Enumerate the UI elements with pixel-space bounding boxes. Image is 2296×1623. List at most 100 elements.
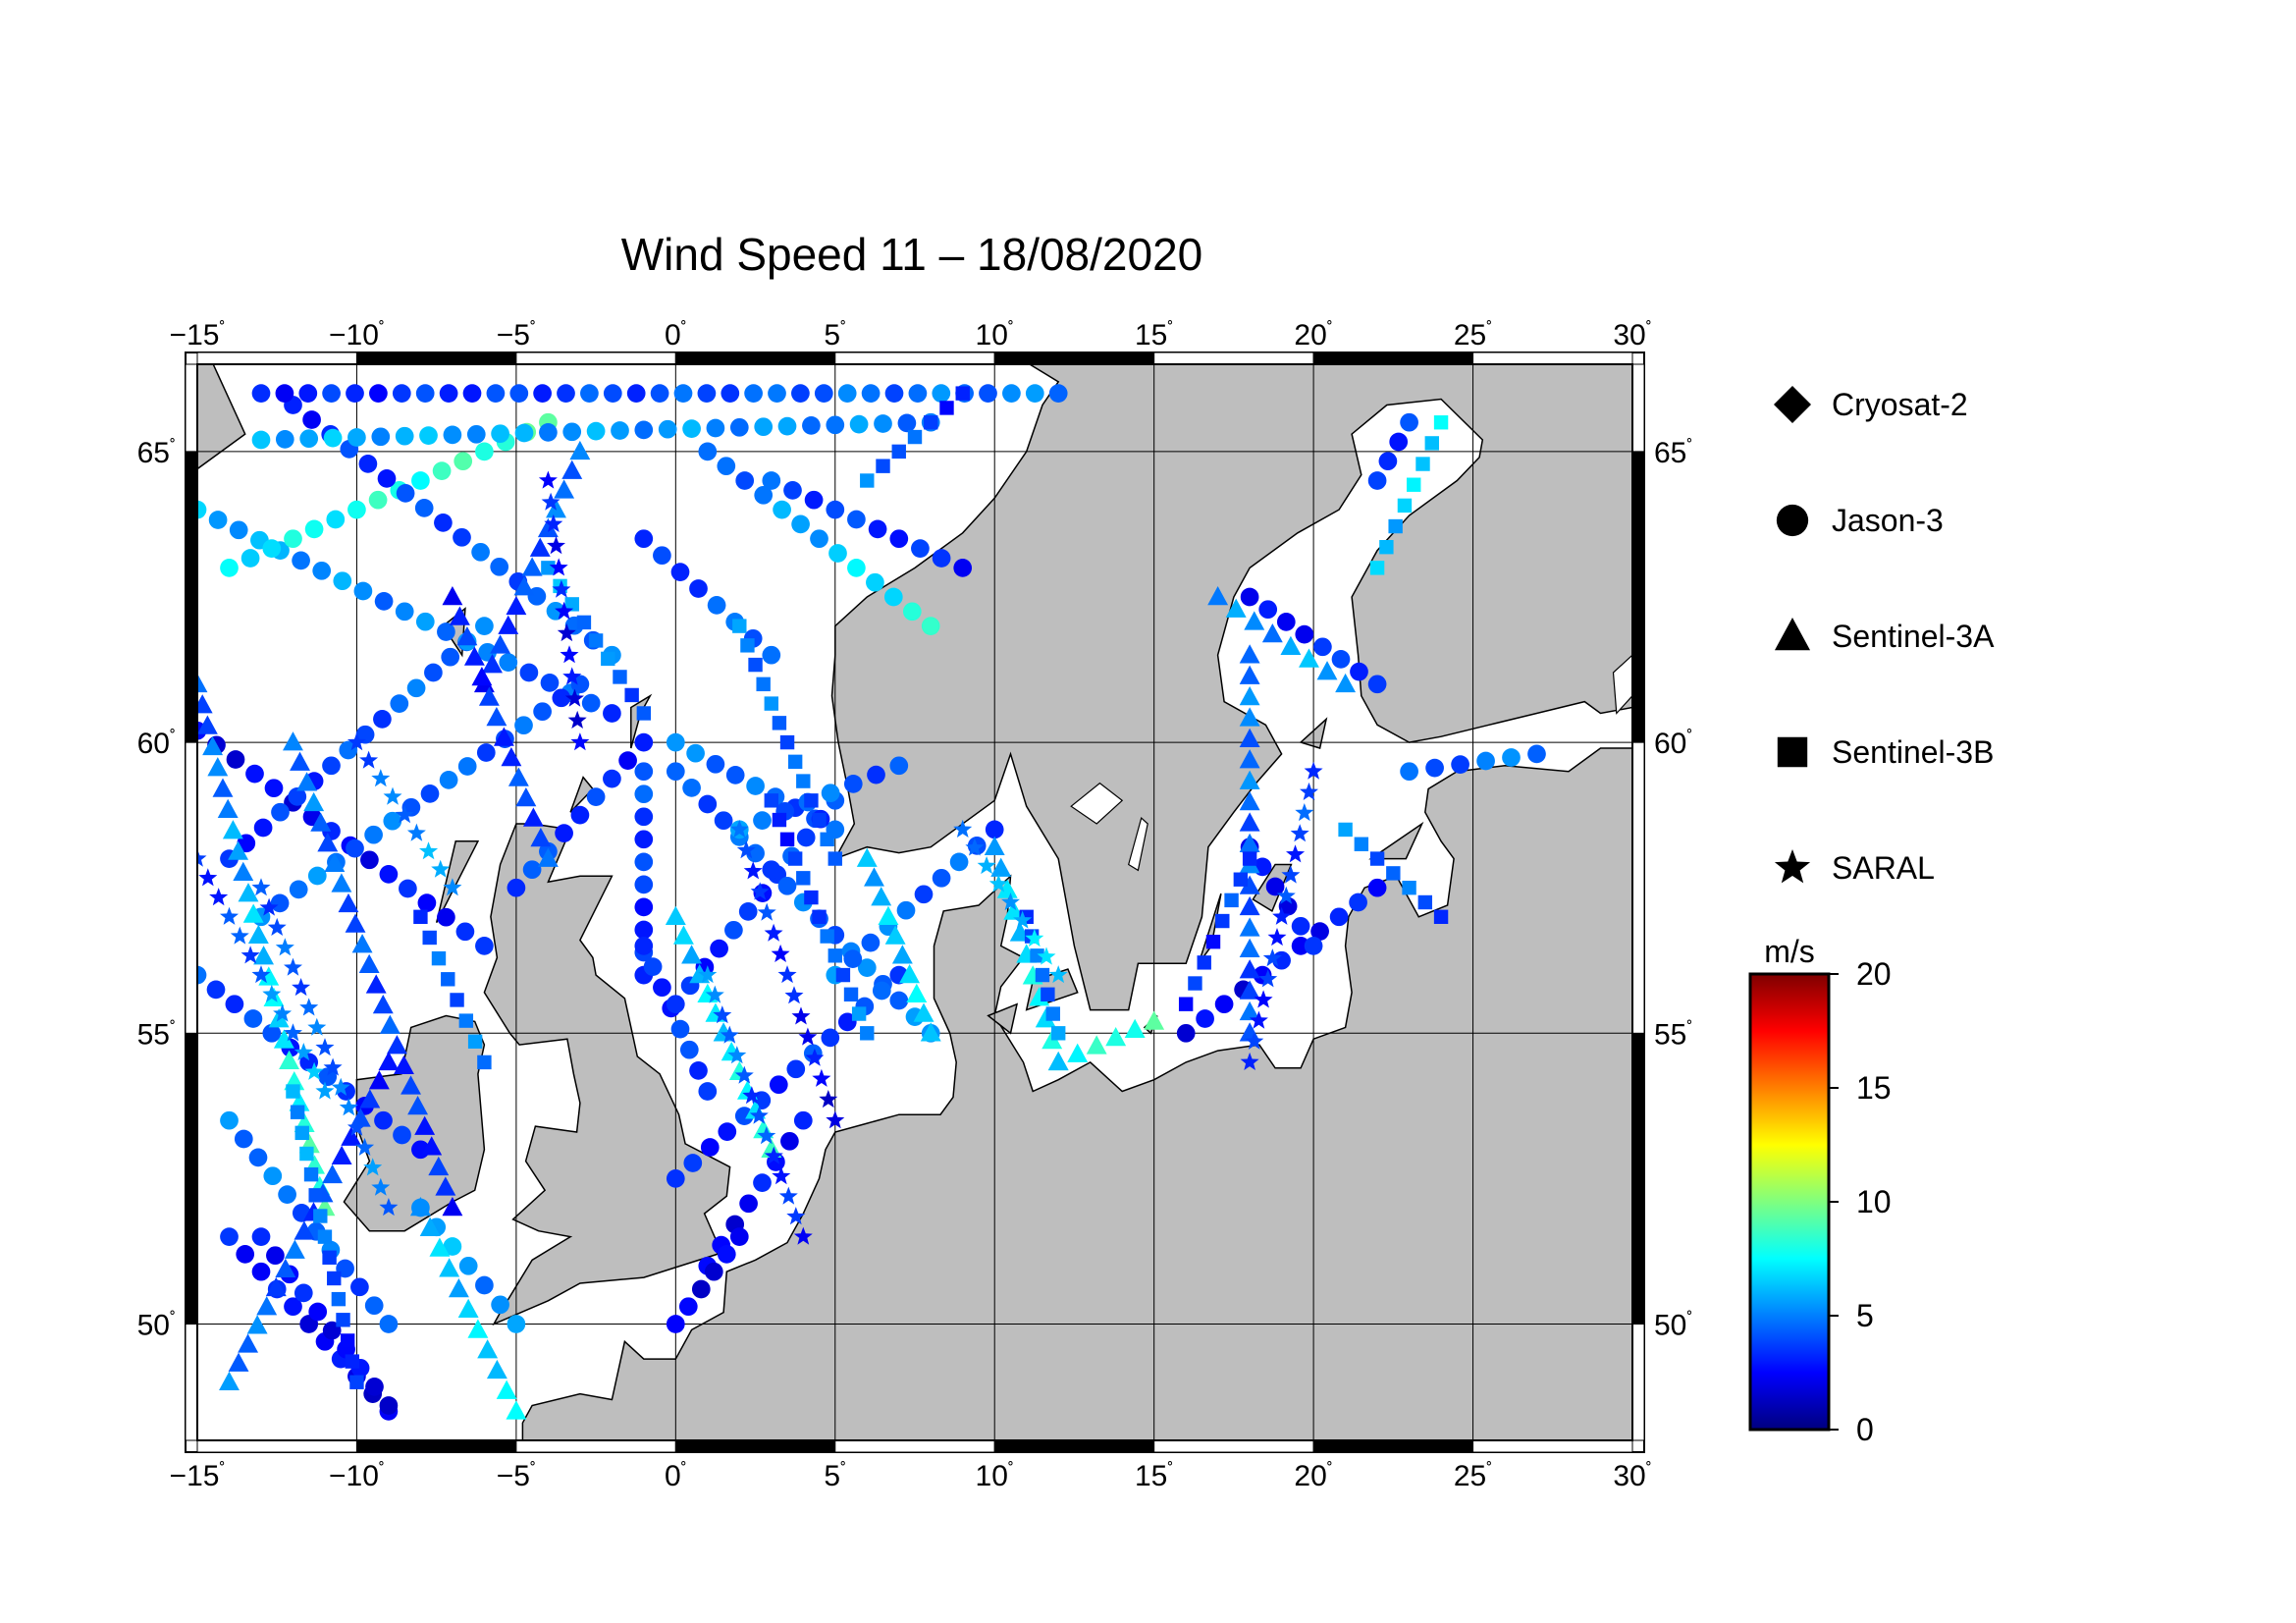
track-point [779,734,795,750]
lat-tick-label-right: 60˚ [1654,728,1692,760]
track-point [303,791,325,812]
track-sentinel-3a [1047,1010,1165,1071]
track-point [729,417,749,437]
track-point [302,410,321,429]
track-point [603,384,622,403]
track-point [368,490,388,510]
track-point [990,857,1012,877]
track-point [432,461,452,480]
track-point [457,757,477,776]
track-point [217,798,239,819]
track-point [634,897,654,917]
track-point [350,1277,369,1297]
track-point [1329,907,1349,927]
lat-tick-label-right: 55˚ [1654,1018,1692,1051]
lat-tick-label-right: 65˚ [1654,437,1692,469]
track-point [1239,728,1260,748]
track-point [393,1125,411,1145]
track-point [1205,935,1221,949]
lat-tick-label-left: 60˚ [137,728,176,760]
track-point [345,913,366,933]
track-point [212,778,234,797]
track-point [1295,624,1314,644]
track-point [1386,866,1401,881]
track-point [780,1131,799,1151]
frame-band-top [834,352,995,365]
axis-tick-labels: −15˚ −15˚ −10˚ −10˚ −5˚ −5˚ 0˚ 0˚ 5˚ 5˚ 10˚ 10˚ 15˚ 1… [137,319,1693,1492]
track-point [207,757,229,777]
track-point [501,747,522,767]
frame-band-bottom [515,1439,676,1453]
track-point [248,1148,268,1167]
track-point [796,871,811,886]
track-point [522,807,544,827]
track-point [1030,948,1044,963]
track-point [786,1059,806,1079]
track-point [434,514,453,532]
track-point [793,1226,813,1245]
track-point [562,667,582,685]
track-point [907,429,923,445]
track-jason-3 [251,675,590,927]
frame-band-right [1631,741,1645,1034]
track-point [396,484,415,503]
track-point [315,1038,335,1056]
lon-tick-label-top: 30˚ [1613,319,1651,352]
track-point [467,1319,489,1338]
track-point [812,909,827,925]
track-point [552,579,571,598]
track-point [262,539,282,558]
track-point [1188,976,1202,991]
track-point [740,638,755,653]
frame-inner [196,363,1633,1441]
track-point [1207,585,1229,606]
track-point [802,416,821,435]
track-point [1261,623,1283,643]
track-point [720,1025,739,1044]
track-point [507,767,529,786]
track-point [228,1352,249,1372]
track-point [783,481,802,500]
track-point [704,1262,723,1281]
track-point [271,802,290,822]
track-point [351,934,373,953]
track-point [1397,498,1413,514]
track-point [322,1163,344,1184]
triangle-icon [1774,618,1811,651]
track-point [1225,598,1247,618]
track-point [1239,812,1260,832]
track-point [373,710,392,729]
frame-band-bottom [674,1439,836,1453]
track-point [251,384,271,403]
track-point [371,769,391,787]
track-point [331,1077,350,1096]
track-point [985,820,1004,839]
track-point [819,1090,838,1109]
track-point [896,900,916,920]
track-point [1233,872,1249,887]
track-point [453,527,471,547]
track-point [734,1107,754,1125]
track-jason-3 [666,1227,749,1333]
track-point [777,876,797,895]
track-point [219,1371,240,1391]
track-point [431,950,447,966]
track-point [359,1089,381,1109]
track-point [665,905,686,926]
track-point [486,707,507,727]
track-point [1272,906,1292,925]
lon-tick-label-top: −15˚ [170,319,226,352]
frame-band-right [1631,451,1645,743]
track-jason-3 [1367,412,1418,490]
track-point [764,696,778,711]
map-frame [185,352,1645,1453]
land-iceland [197,364,246,470]
track-point [779,832,795,847]
track-point [228,840,249,860]
track-point [442,1197,463,1217]
track-point [796,774,811,788]
track-point [538,470,558,489]
track-point [490,634,511,654]
lon-tick-label-bottom: 0˚ [665,1460,687,1492]
track-point [787,851,803,866]
